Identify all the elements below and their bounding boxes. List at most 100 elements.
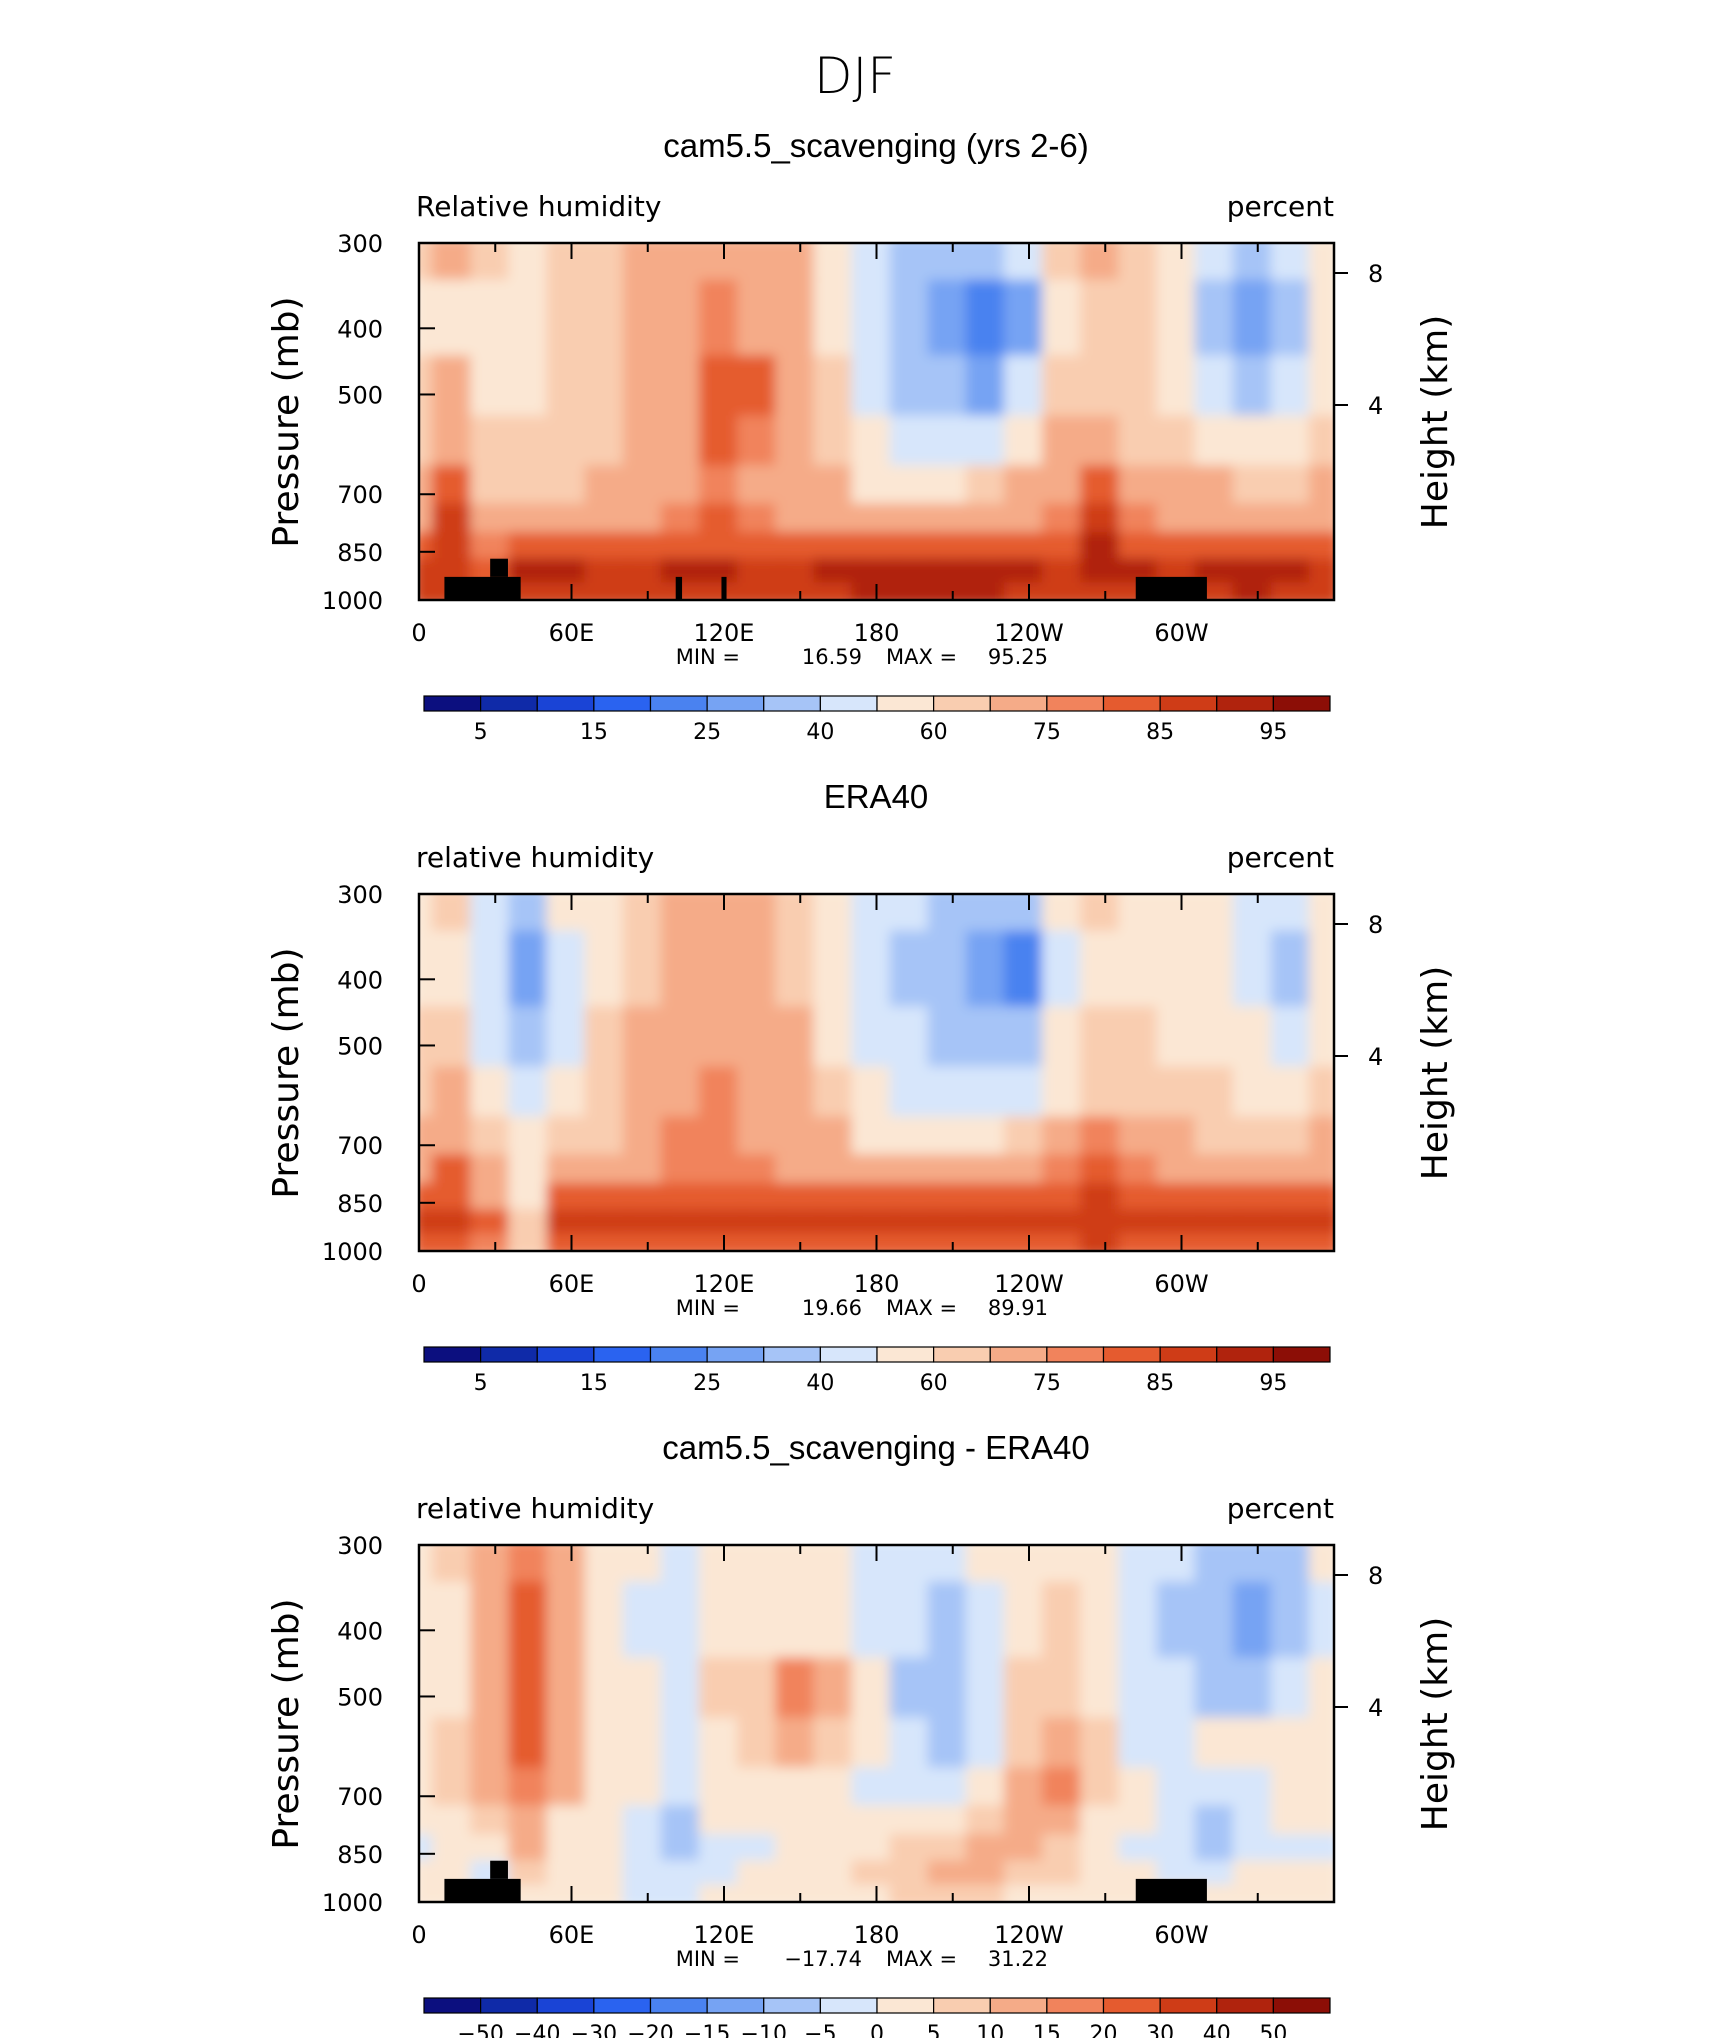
- contour-cell: [432, 1233, 483, 1251]
- contour-cell: [1308, 1233, 1334, 1251]
- colorbar-label: 0: [870, 2022, 884, 2038]
- units-label: percent: [1227, 1492, 1334, 1525]
- contour-cell: [1308, 582, 1334, 600]
- contour-cell: [1308, 355, 1334, 428]
- colorbar-box: [1046, 695, 1105, 712]
- colorbar-label: 40: [806, 720, 834, 745]
- x-tick-label: 60W: [1154, 619, 1208, 647]
- colorbar-label: 60: [920, 720, 948, 745]
- contour-cell: [584, 1884, 635, 1902]
- panel-1: cam5.5_scavenging (yrs 2-6)Relative humi…: [266, 127, 1456, 745]
- colorbar-box: [593, 1346, 652, 1363]
- colorbar-box: [649, 1997, 708, 2014]
- colorbar-label: 60: [920, 1371, 948, 1396]
- contour-cell: [889, 582, 940, 600]
- contour-cell: [584, 1233, 635, 1251]
- colorbar-label: −5: [804, 2022, 836, 2038]
- colorbar-label: 5: [927, 2022, 941, 2038]
- colorbar-box: [763, 695, 821, 712]
- topography-mask: [444, 1860, 1207, 1902]
- panel-title: ERA40: [824, 778, 929, 815]
- colorbar-box: [876, 695, 935, 712]
- y-tick-label: 300: [337, 1532, 383, 1560]
- height-tick-label: 4: [1368, 1043, 1383, 1071]
- colorbar-box: [480, 1997, 538, 2014]
- contour-cell: [1042, 1233, 1093, 1251]
- contour-cell: [1270, 1233, 1321, 1251]
- colorbar-label: −50: [457, 2022, 503, 2038]
- max-label: MAX =: [886, 645, 957, 669]
- colorbar-box: [989, 695, 1048, 712]
- contour-cell: [1194, 1884, 1245, 1902]
- max-label: MAX =: [886, 1947, 957, 1971]
- x-tick-label: 180: [854, 1921, 900, 1949]
- x-tick-label: 0: [411, 1921, 426, 1949]
- panel-title: cam5.5_scavenging - ERA40: [662, 1429, 1089, 1466]
- y-tick-label: 700: [337, 1132, 383, 1160]
- colorbar-box: [819, 695, 878, 712]
- colorbar-box: [876, 1346, 935, 1363]
- colorbar-box: [1046, 1346, 1105, 1363]
- colorbar-box: [819, 1346, 878, 1363]
- y-tick-label: 850: [337, 1841, 383, 1869]
- contour-cell: [1308, 1884, 1334, 1902]
- colorbar-box: [480, 1346, 538, 1363]
- colorbar-label: 5: [474, 1371, 488, 1396]
- height-tick-label: 8: [1368, 911, 1383, 939]
- colorbar-box: [423, 695, 482, 712]
- colorbar-box: [593, 1997, 652, 2014]
- y-tick-label: 700: [337, 1783, 383, 1811]
- x-tick-label: 180: [854, 1270, 900, 1298]
- height-tick-label: 4: [1368, 1694, 1383, 1722]
- colorbar-box: [1102, 1346, 1161, 1363]
- y-tick-label: 500: [337, 1683, 383, 1711]
- contour-cell: [737, 582, 788, 600]
- max-value: 89.91: [988, 1296, 1048, 1320]
- contour-cell: [965, 1233, 1016, 1251]
- colorbar-box: [706, 1346, 765, 1363]
- y-axis-title: Pressure (mb): [266, 1598, 307, 1849]
- colorbar-box: [536, 695, 595, 712]
- y-tick-label: 300: [337, 881, 383, 909]
- x-tick-label: 120W: [994, 1270, 1064, 1298]
- colorbar: 5 15 25 40 60 75 85 95: [423, 1346, 1331, 1396]
- x-tick-label: 60E: [549, 1270, 595, 1298]
- x-tick-label: 0: [411, 1270, 426, 1298]
- colorbar-label: 40: [1203, 2022, 1231, 2038]
- colorbar-label: 15: [580, 720, 608, 745]
- colorbar-label: 75: [1033, 720, 1061, 745]
- x-tick-label: 120E: [694, 1921, 755, 1949]
- colorbar-label: 85: [1146, 1371, 1174, 1396]
- contour-cell: [1308, 279, 1334, 368]
- colorbar-box: [1216, 695, 1274, 712]
- x-tick-label: 60E: [549, 619, 595, 647]
- variable-label: relative humidity: [416, 1492, 654, 1525]
- x-tick-label: 60W: [1154, 1270, 1208, 1298]
- contour-cell: [1308, 930, 1334, 1019]
- colorbar-box: [1272, 1997, 1331, 2014]
- x-tick-label: 120W: [994, 619, 1064, 647]
- topography-block: [675, 576, 683, 600]
- colorbar-label: −10: [741, 2022, 787, 2038]
- units-label: percent: [1227, 841, 1334, 874]
- min-label: MIN =: [676, 1296, 740, 1320]
- colorbar-box: [1046, 1997, 1105, 2014]
- contour-cell: [965, 1884, 1016, 1902]
- contour-cell: [508, 1884, 559, 1902]
- contour-cell: [660, 1884, 711, 1902]
- contour-cell: [1308, 1006, 1334, 1079]
- colorbar-box: [1216, 1346, 1274, 1363]
- colorbar-label: 10: [976, 2022, 1004, 2038]
- colorbar-label: −30: [571, 2022, 617, 2038]
- min-value: 16.59: [802, 645, 862, 669]
- colorbar-box: [933, 695, 991, 712]
- colorbar-label: 95: [1259, 720, 1287, 745]
- colorbar-label: 25: [693, 720, 721, 745]
- colorbar-box: [933, 1997, 991, 2014]
- contour-cell: [1194, 1233, 1245, 1251]
- colorbar-label: 15: [580, 1371, 608, 1396]
- colorbar-box: [989, 1997, 1048, 2014]
- panel-2: ERA40 relative humidity percent 0 60E 120E 180…: [266, 778, 1456, 1396]
- colorbar-box: [423, 1997, 482, 2014]
